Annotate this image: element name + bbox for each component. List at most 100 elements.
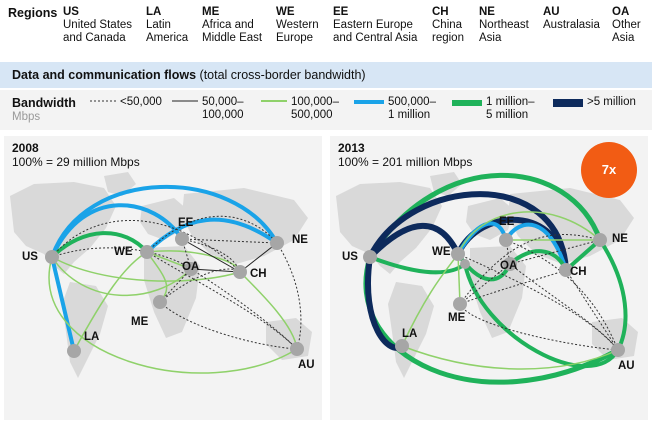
flow-oa-ne [509,239,601,265]
node-ch [233,265,247,279]
panel-2008: 2008 100% = 29 million Mbps US LA WE EE … [4,136,322,420]
region-au: AU Australasia [543,6,600,32]
flow-me-ne [459,234,601,305]
label-us: US [342,251,358,263]
panel-year: 2013 [338,141,365,155]
flow-we-ne-dashed [146,215,278,253]
flow-us-we [367,222,461,260]
node-me [153,295,167,309]
label-ne: NE [292,234,308,246]
figure-title: Data and communication flows (total cros… [12,68,366,82]
label-au: AU [618,360,635,372]
world-map-2008 [10,172,312,378]
region-name: China region [432,19,464,44]
region-code: LA [146,6,162,18]
panel-2013: 2013 100% = 201 million Mbps 7x US LA WE… [330,136,648,420]
node-oa [503,257,517,271]
label-au: AU [298,359,315,371]
flow-ee-ch [181,238,241,273]
legend-swatch-dashed [90,100,116,102]
flow-me-au-dashed [459,303,619,351]
region-name: Australasia [543,19,600,31]
regions-label: Regions [8,6,58,20]
panel-total: 100% = 29 million Mbps [12,155,140,169]
region-name: Western Europe [276,19,319,44]
label-ne: NE [612,233,628,245]
growth-badge: 7x [581,142,637,198]
legend-item-100k-500k: 100,000– 500,000 [291,96,339,121]
flow-we-au [146,251,298,350]
label-me: ME [131,316,149,328]
flow-lines-2013 [363,172,628,385]
flow-we-oa [146,251,192,270]
label-me: ME [448,312,466,324]
region-name: Northeast Asia [479,19,529,44]
region-code: OA [612,6,630,18]
node-la [395,339,409,353]
label-we: WE [114,246,133,258]
region-ch: CH China region [432,6,464,45]
label-us: US [22,251,38,263]
flow-us-me [369,255,467,275]
flow-lines-2008 [48,184,302,374]
flow-ch-ne [239,242,278,273]
flow-us-ch [51,256,241,282]
node-me [453,297,467,311]
flow-us-la [50,256,76,352]
legend-swatch-green [452,100,482,106]
bandwidth-legend: Bandwidth Mbps <50,000 50,000– 100,000 1… [0,90,652,130]
region-name: Latin America [146,19,189,44]
node-ne [270,236,284,250]
region-code: CH [432,6,449,18]
region-oa: OA Other Asia [612,6,641,45]
node-ee [175,232,189,246]
region-name: United States and Canada [63,19,133,44]
flow-ne-au [276,242,302,350]
region-code: ME [202,6,220,18]
node-au [290,342,304,356]
region-name: Africa and Middle East [202,19,263,44]
node-ne [593,233,607,247]
region-me: ME Africa and Middle East [202,6,262,45]
regions-key: Regions US United States and Canada LA L… [0,0,652,58]
title-bold: Data and communication flows [12,68,197,82]
legend-unit: Mbps [12,111,41,123]
title-bar: Data and communication flows (total cros… [0,62,652,88]
legend-item-50k-100k: 50,000– 100,000 [202,96,244,121]
region-code: AU [543,6,560,18]
label-la: LA [402,328,418,340]
node-me-hub [460,259,470,269]
node-au [611,343,625,357]
flow-ch-ne [564,238,602,272]
legend-item-lt50k: <50,000 [120,96,162,108]
world-map-2013 [336,172,638,385]
flow-oa-au [190,268,298,350]
flow-us-we [50,231,149,259]
legend-item-500k-1m: 500,000– 1 million [388,96,436,121]
legend-item-gt5m: >5 million [587,96,636,108]
flow-la-au [401,345,619,370]
region-us: US United States and Canada [63,6,132,45]
node-oa [184,262,198,276]
region-code: WE [276,6,295,18]
flow-ee-ch [504,222,568,271]
flow-we-ne [457,211,601,255]
legend-swatch-thin [172,100,198,102]
label-oa: OA [182,261,200,273]
flow-me-oa [459,263,511,305]
node-la [67,344,81,358]
region-name: Eastern Europe and Central Asia [333,19,418,44]
panel-year: 2008 [12,141,39,155]
region-code: US [63,6,79,18]
region-nodes [45,232,304,358]
flow-ee-au [505,239,619,351]
flow-ch-au [239,271,298,350]
node-us [45,250,59,264]
flow-oa-au [509,263,619,351]
legend-label: Bandwidth [12,96,76,110]
flow-us-oa-dashed [51,247,192,270]
panel-total: 100% = 201 million Mbps [338,155,473,169]
flow-us-ch [367,191,569,271]
label-we: WE [432,246,451,258]
